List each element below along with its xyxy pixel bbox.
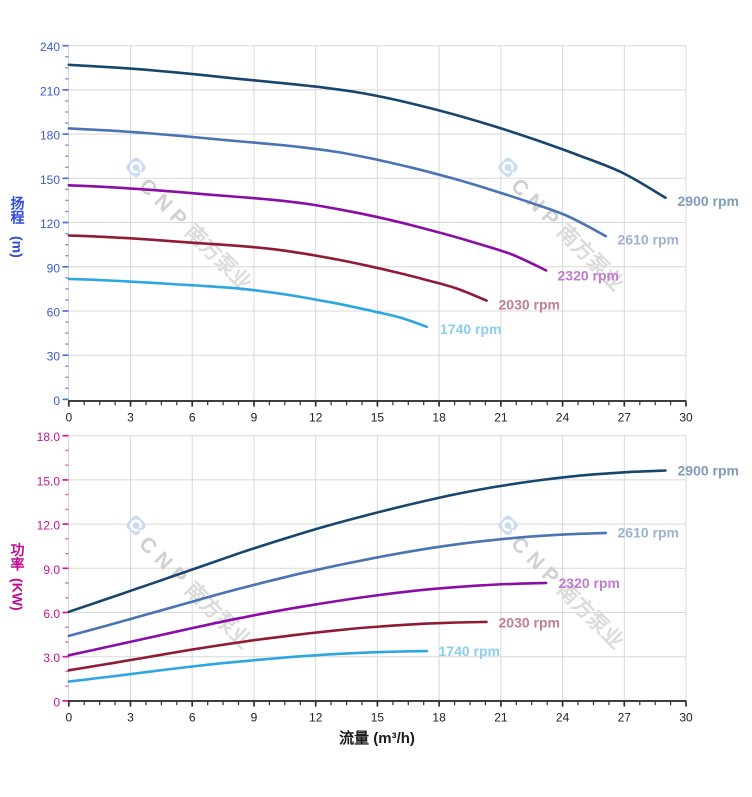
svg-text:27: 27 [618,410,632,424]
svg-text:18.0: 18.0 [37,430,61,444]
svg-text:1740 rpm: 1740 rpm [439,643,500,659]
svg-text:扬: 扬 [11,195,25,211]
svg-text:240: 240 [40,40,60,54]
svg-text:150: 150 [40,173,60,187]
svg-text:0: 0 [65,410,72,424]
svg-text:12.0: 12.0 [37,519,61,533]
svg-text:18: 18 [432,410,446,424]
svg-text:2320 rpm: 2320 rpm [559,575,620,591]
svg-text:12: 12 [309,710,323,724]
svg-text:程: 程 [11,210,25,226]
svg-text:CNP南方泵业: CNP南方泵业 [134,531,256,653]
svg-text:6: 6 [189,410,196,424]
svg-text:9: 9 [251,710,258,724]
svg-text:24: 24 [556,710,570,724]
svg-text:2610 rpm: 2610 rpm [618,232,679,248]
svg-text:120: 120 [40,217,60,231]
svg-text:15.0: 15.0 [37,474,61,488]
svg-text:9: 9 [251,410,258,424]
svg-text:21: 21 [494,710,508,724]
svg-text:0: 0 [53,394,60,408]
svg-text:3: 3 [127,410,134,424]
svg-text:0: 0 [53,695,60,709]
svg-text:2900 rpm: 2900 rpm [678,193,739,209]
svg-text:2320 rpm: 2320 rpm [558,268,619,284]
svg-text:CNP南方泵业: CNP南方泵业 [506,531,628,653]
svg-text:30: 30 [47,350,61,364]
svg-text:2900 rpm: 2900 rpm [678,463,739,479]
svg-text:9.0: 9.0 [43,563,60,577]
svg-text:0: 0 [65,710,72,724]
svg-text:210: 210 [40,84,60,98]
svg-text:21: 21 [494,410,508,424]
svg-text:率: 率 [11,556,25,572]
svg-text:CNP南方泵业: CNP南方泵业 [134,173,256,295]
svg-text:2030 rpm: 2030 rpm [499,615,560,631]
svg-text:60: 60 [47,306,61,320]
svg-text:6: 6 [189,710,196,724]
svg-text:18: 18 [432,710,446,724]
svg-text:2610 rpm: 2610 rpm [618,525,679,541]
svg-text:3.0: 3.0 [43,651,60,665]
svg-text:180: 180 [40,129,60,143]
svg-text:27: 27 [618,710,632,724]
svg-text:30: 30 [679,410,693,424]
svg-text:90: 90 [47,261,61,275]
svg-text:1740 rpm: 1740 rpm [440,321,501,337]
svg-text:功: 功 [11,542,25,558]
svg-text:12: 12 [309,410,323,424]
svg-text:(KW): (KW) [9,578,25,611]
svg-text:30: 30 [679,710,693,724]
svg-text:(m): (m) [9,236,25,258]
svg-text:3: 3 [127,710,134,724]
svg-text:15: 15 [371,710,385,724]
svg-text:15: 15 [371,410,385,424]
svg-text:6.0: 6.0 [43,607,60,621]
svg-text:2030 rpm: 2030 rpm [499,297,560,313]
svg-text:24: 24 [556,410,570,424]
